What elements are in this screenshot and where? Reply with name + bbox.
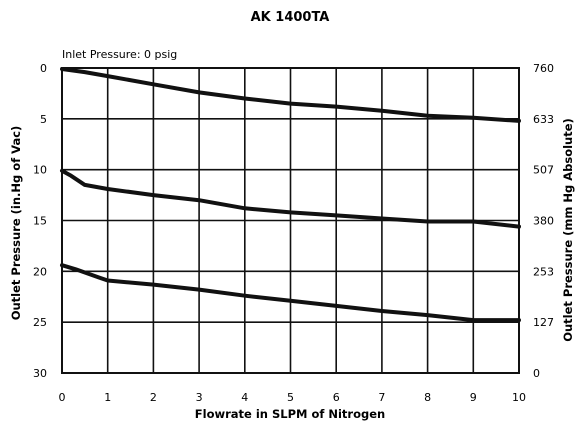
y-tick-label-right: 507 [533,164,554,177]
y-tick-label-left: 0 [40,62,47,75]
y-tick-label-right: 253 [533,265,554,278]
y-tick-label-right: 760 [533,62,554,75]
x-tick-label: 7 [378,391,385,404]
series-line-3 [60,263,521,323]
y-axis-title-right: Outlet Pressure (mm Hg Absolute) [561,118,575,342]
x-tick-label: 6 [333,391,340,404]
y-tick-label-right: 380 [533,215,554,228]
x-tick-label: 1 [104,391,111,404]
grid [61,67,520,374]
x-tick-label: 3 [196,391,203,404]
x-tick-label: 10 [512,391,526,404]
y-tick-label-left: 20 [33,265,47,278]
series-line-1 [60,67,521,123]
y-tick-label-left: 5 [40,113,47,126]
x-tick-label: 5 [287,391,294,404]
x-tick-label: 9 [470,391,477,404]
series-line-2 [60,168,521,229]
curves [60,67,521,323]
y-tick-label-left: 25 [33,316,47,329]
x-tick-label: 4 [241,391,248,404]
x-tick-label: 2 [150,391,157,404]
plot-frame [61,67,520,374]
y-tick-label-left: 10 [33,164,47,177]
chart-title: AK 1400TA [251,10,330,25]
y-axis-title-left: Outlet Pressure (in.Hg of Vac) [9,126,23,321]
x-tick-label: 0 [59,391,66,404]
y-tick-label-right: 633 [533,113,554,126]
y-tick-label-right: 0 [533,367,540,380]
x-axis-title: Flowrate in SLPM of Nitrogen [195,407,385,421]
y-tick-label-left: 30 [33,367,47,380]
x-tick-label: 8 [424,391,431,404]
y-tick-label-left: 15 [33,215,47,228]
tick-labels: 0 1 2 3 4 5 6 7 8 9 10 0 760 5 633 10 507 15 380 20 253 25 127… [33,62,554,404]
y-tick-label-right: 127 [533,316,554,329]
chart-annotation: Inlet Pressure: 0 psig [62,48,177,61]
